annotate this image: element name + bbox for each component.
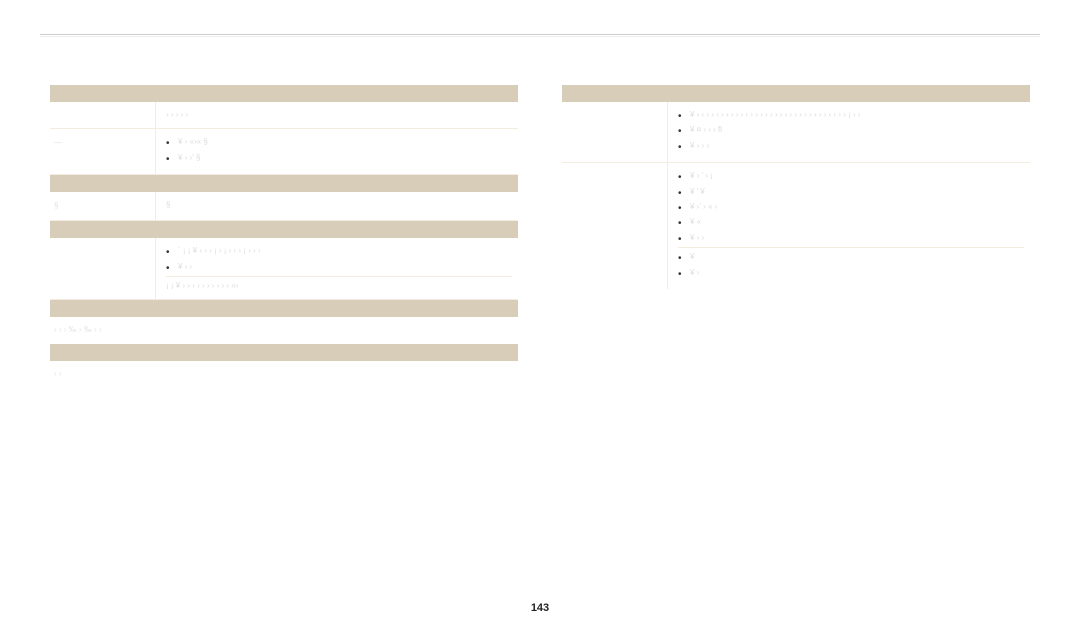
table-row: ¥ › ' › ¡ ¥ ' ¥ ¥ ›' › « › ¥ « ¥ › › ¥ ¥… — [562, 163, 1030, 289]
row-content: ¥ › ' › ¡ ¥ ' ¥ ¥ ›' › « › ¥ « ¥ › › ¥ ¥… — [667, 163, 1030, 289]
list-item: ¥ › ' › ¡ — [678, 170, 1024, 182]
list-item: ¥ › «›« § — [166, 136, 512, 148]
row-label — [50, 102, 155, 128]
list-item: ¥ ¤ › › › ﬂ — [678, 124, 1024, 136]
row-content: § — [155, 192, 518, 220]
row-label — [562, 163, 667, 289]
row-content: ¥ › «›« § ¥ › ›' § — [155, 129, 518, 174]
table-row: — ¥ › «›« § ¥ › ›' § — [50, 129, 518, 175]
table-row: ´ ¡ ¡ ¥ › › › ¡ › ¡ › › › ¡ › › › ¥ › › … — [50, 238, 518, 300]
bullet-list: ¥ › «›« § ¥ › ›' § — [166, 136, 512, 164]
page-body: › › › › › — ¥ › «›« § ¥ › ›' § § § — [50, 85, 1030, 570]
list-item: ¥ › ‹ › › ‹ › › › › › › › › › › › › › › … — [678, 109, 1024, 121]
list-item: ¥ « — [678, 216, 1024, 228]
table-row: ¥ › ‹ › › ‹ › › › › › › › › › › › › › › … — [562, 102, 1030, 163]
divider — [166, 276, 512, 277]
divider — [678, 247, 1024, 248]
row-content: ¥ › ‹ › › ‹ › › › › › › › › › › › › › › … — [667, 102, 1030, 162]
table-row: › › › › › — [50, 102, 518, 129]
list-item: ¥ › › — [678, 232, 1024, 244]
list-item: ¥ › — [678, 267, 1024, 279]
page-number: 143 — [0, 602, 1080, 614]
section-bar — [50, 85, 518, 102]
top-hairline-2 — [40, 36, 1040, 37]
section-bar — [50, 221, 518, 238]
list-item: ¥ ›' › « › — [678, 201, 1024, 213]
row-label: § — [50, 192, 155, 220]
row-content: › › › › › — [155, 102, 518, 128]
list-item: ¥ › ›' § — [166, 152, 512, 164]
section-bar — [50, 300, 518, 317]
row-content: ´ ¡ ¡ ¥ › › › ¡ › ¡ › › › ¡ › › › ¥ › › … — [155, 238, 518, 299]
row-label: — — [50, 129, 155, 174]
tail-text: ¡ ¡ ¥ › › › › › › › › › › «› — [166, 280, 512, 292]
row-label — [50, 238, 155, 299]
plain-text: › › › ‰ › ‰ › › — [50, 317, 518, 344]
left-column: › › › › › — ¥ › «›« § ¥ › ›' § § § — [50, 85, 518, 570]
row-label — [562, 102, 667, 162]
list-item: ¥ › › › — [678, 140, 1024, 152]
list-item: ´ ¡ ¡ ¥ › › › ¡ › ¡ › › › ¡ › › › — [166, 245, 512, 257]
bullet-list: ¥ ¥ › — [678, 251, 1024, 279]
section-bar — [50, 175, 518, 192]
top-hairline — [40, 34, 1040, 35]
section-bar — [50, 344, 518, 361]
list-item: ¥ › › — [166, 261, 512, 273]
plain-text: › › — [50, 361, 518, 388]
table-row: § § — [50, 192, 518, 221]
list-item: ¥ ' ¥ — [678, 186, 1024, 198]
list-item: ¥ — [678, 251, 1024, 263]
bullet-list: ¥ › ‹ › › ‹ › › › › › › › › › › › › › › … — [678, 109, 1024, 152]
bullet-list: ¥ › ' › ¡ ¥ ' ¥ ¥ ›' › « › ¥ « ¥ › › — [678, 170, 1024, 244]
right-column: ¥ › ‹ › › ‹ › › › › › › › › › › › › › › … — [562, 85, 1030, 570]
bullet-list: ´ ¡ ¡ ¥ › › › ¡ › ¡ › › › ¡ › › › ¥ › › — [166, 245, 512, 273]
section-bar — [562, 85, 1030, 102]
